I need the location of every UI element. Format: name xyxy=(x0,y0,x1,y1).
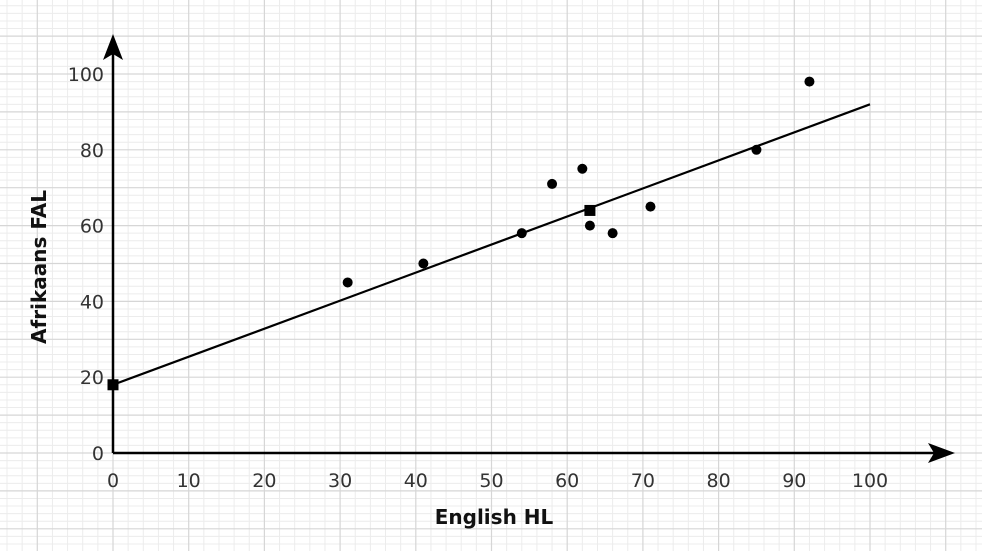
y-tick-label: 20 xyxy=(80,367,104,389)
y-tick-labels: 0 20 40 60 80 100 xyxy=(68,64,104,465)
y-axis-arrowhead xyxy=(103,34,123,60)
scatter-point xyxy=(516,228,527,239)
scatter-point xyxy=(584,220,595,231)
y-tick-label: 80 xyxy=(80,140,104,162)
x-tick-label: 70 xyxy=(631,470,655,492)
scatter-point xyxy=(607,228,618,239)
square-marker xyxy=(584,204,596,216)
x-tick-label: 90 xyxy=(782,470,806,492)
scatter-point xyxy=(577,163,588,174)
x-tick-label: 100 xyxy=(852,470,888,492)
scatter-point xyxy=(751,144,762,155)
square-marker xyxy=(107,379,119,391)
scatter-point xyxy=(804,76,815,87)
scatter-point xyxy=(342,277,353,288)
scatter-point xyxy=(418,258,429,269)
x-tick-label: 80 xyxy=(707,470,731,492)
x-tick-label: 10 xyxy=(177,470,201,492)
scatter-point xyxy=(645,201,656,212)
y-axis-title: Afrikaans FAL xyxy=(27,190,51,344)
x-tick-labels: 0 10 20 30 40 50 60 70 80 90 100 xyxy=(107,470,888,492)
y-tick-label: 100 xyxy=(68,64,104,86)
x-axis-title: English HL xyxy=(435,505,554,529)
x-tick-label: 20 xyxy=(252,470,276,492)
y-tick-label: 60 xyxy=(80,216,104,238)
x-tick-label: 0 xyxy=(107,470,119,492)
x-tick-label: 50 xyxy=(479,470,503,492)
x-tick-label: 60 xyxy=(555,470,579,492)
data-series xyxy=(107,76,871,391)
x-axis-arrowhead xyxy=(928,443,955,463)
regression-line xyxy=(112,103,871,386)
x-tick-label: 30 xyxy=(328,470,352,492)
x-tick-label: 40 xyxy=(404,470,428,492)
y-tick-label: 0 xyxy=(92,443,104,465)
y-tick-label: 40 xyxy=(80,291,104,313)
scatter-point xyxy=(547,178,558,189)
